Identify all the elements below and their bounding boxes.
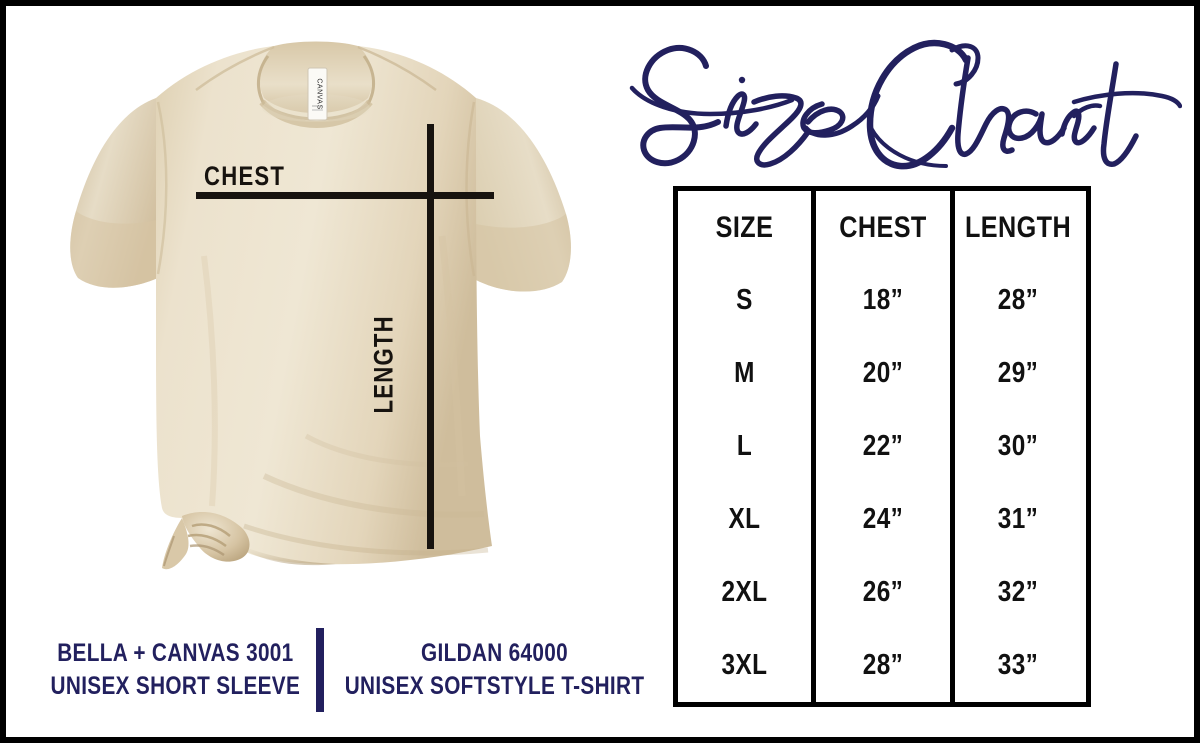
footer-product-info: BELLA + CANVAS 3001 UNISEX SHORT SLEEVE …: [40, 624, 660, 716]
size-chart-script-title: [629, 39, 1182, 170]
table-cell-chest: 22”: [862, 430, 904, 462]
tshirt-product-photo: CANVAS CHEST LENGTH: [6, 6, 626, 606]
table-cell-size: S: [736, 284, 753, 316]
svg-text:CANVAS: CANVAS: [316, 78, 323, 109]
table-cell-length: 31”: [997, 503, 1039, 535]
page-surface: CANVAS CHEST LENGTH: [6, 6, 1194, 737]
size-column: SIZE S M L XL 2XL 3XL: [678, 191, 811, 702]
table-cell-chest: 24”: [862, 503, 904, 535]
footer-divider: [316, 628, 324, 712]
table-cell-size: 3XL: [721, 649, 768, 681]
footer-left-line1: BELLA + CANVAS 3001: [56, 639, 294, 667]
table-cell-size: 2XL: [721, 576, 768, 608]
footer-right-line2: UNISEX SOFTSTYLE T-SHIRT: [345, 672, 645, 700]
table-cell-chest: 28”: [862, 649, 904, 681]
table-cell-length: 33”: [997, 649, 1039, 681]
column-header-chest: CHEST: [839, 210, 927, 244]
table-cell-size: L: [736, 430, 753, 462]
tshirt-illustration: CANVAS: [70, 41, 571, 570]
table-cell-length: 28”: [997, 284, 1039, 316]
footer-left-product: BELLA + CANVAS 3001 UNISEX SHORT SLEEVE: [40, 639, 310, 701]
footer-right-product: GILDAN 64000 UNISEX SOFTSTYLE T-SHIRT: [330, 639, 660, 701]
table-cell-chest: 26”: [862, 576, 904, 608]
page-title: [622, 30, 1182, 182]
size-table: SIZE S M L XL 2XL 3XL CHEST 18” 20” 22” …: [673, 186, 1091, 707]
table-cell-length: 29”: [997, 357, 1039, 389]
table-cell-size: M: [734, 357, 755, 389]
length-column: LENGTH 28” 29” 30” 31” 32” 33”: [950, 191, 1081, 702]
length-measurement-label: LENGTH: [368, 315, 399, 414]
footer-right-line1: GILDAN 64000: [421, 639, 569, 667]
table-cell-chest: 18”: [862, 284, 904, 316]
chest-measurement-line: [196, 192, 494, 199]
footer-left-line2: UNISEX SHORT SLEEVE: [50, 672, 300, 700]
chest-measurement-label: CHEST: [204, 161, 286, 191]
length-measurement-line: [427, 124, 434, 549]
column-header-length: LENGTH: [964, 210, 1072, 244]
table-cell-size: XL: [728, 503, 761, 535]
chest-column: CHEST 18” 20” 22” 24” 26” 28”: [811, 191, 950, 702]
table-cell-length: 30”: [997, 430, 1039, 462]
column-header-size: SIZE: [715, 210, 774, 244]
table-cell-length: 32”: [997, 576, 1039, 608]
table-cell-chest: 20”: [862, 357, 904, 389]
